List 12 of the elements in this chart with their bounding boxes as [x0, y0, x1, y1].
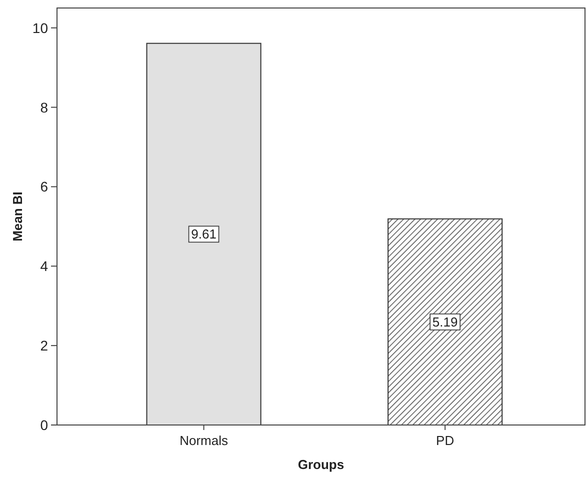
x-tick-label: Normals: [180, 433, 228, 448]
y-axis-title: Mean BI: [10, 192, 25, 242]
y-tick-label: 10: [32, 20, 48, 36]
y-tick-label: 4: [40, 258, 48, 274]
x-tick-label: PD: [436, 433, 454, 448]
data-label: 5.19: [432, 314, 458, 330]
y-tick-label: 0: [40, 417, 48, 433]
y-tick-label: 2: [40, 338, 48, 354]
x-axis-title: Groups: [298, 457, 344, 472]
y-tick-label: 6: [40, 178, 48, 195]
y-tick-label: 8: [40, 99, 48, 116]
data-label: 9.61: [191, 226, 216, 242]
